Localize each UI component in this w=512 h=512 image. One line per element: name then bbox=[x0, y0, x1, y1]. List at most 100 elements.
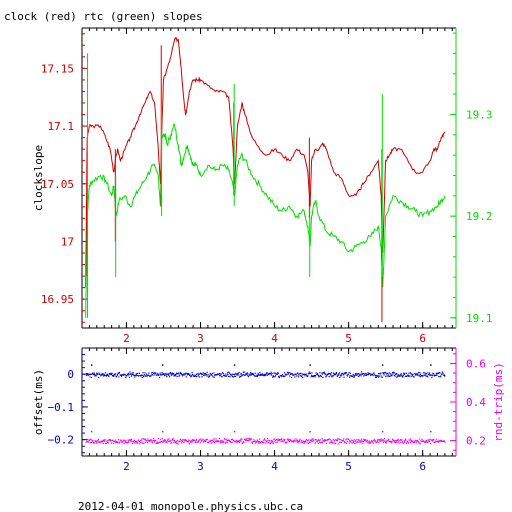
scatter-point-rnd-trip bbox=[117, 441, 119, 443]
scatter-point-rnd-trip bbox=[166, 442, 168, 444]
scatter-point-rnd-trip bbox=[227, 439, 229, 441]
scatter-point-offset bbox=[380, 375, 382, 377]
scatter-point-rnd-trip bbox=[140, 440, 142, 442]
scatter-point-rnd-trip bbox=[236, 441, 238, 443]
scatter-point-offset bbox=[99, 373, 101, 376]
scatter-point-offset bbox=[161, 374, 163, 376]
scatter-point-offset bbox=[103, 373, 105, 375]
scatter-point-rnd-trip bbox=[212, 441, 214, 443]
scatter-point-offset bbox=[262, 374, 264, 376]
scatter-point-offset bbox=[264, 374, 266, 376]
scatter-point-offset bbox=[375, 376, 378, 378]
scatter-point-rnd-trip bbox=[98, 438, 100, 441]
scatter-point-rnd-trip bbox=[105, 442, 107, 444]
scatter-point-rnd-trip bbox=[178, 440, 180, 442]
scatter-point-offset bbox=[231, 374, 233, 376]
scatter-point-offset bbox=[202, 372, 204, 374]
scatter-point-offset bbox=[362, 373, 364, 375]
scatter-point-rnd-trip bbox=[139, 441, 141, 444]
scatter-point-offset bbox=[209, 376, 211, 378]
scatter-point-offset bbox=[352, 374, 354, 376]
scatter-point-rnd-trip bbox=[344, 441, 346, 443]
scatter-point-offset bbox=[206, 375, 208, 377]
scatter-point-rnd-trip bbox=[423, 440, 425, 442]
scatter-point-offset bbox=[330, 374, 332, 376]
scatter-point-offset bbox=[240, 372, 242, 375]
scatter-point-rnd-trip bbox=[279, 439, 281, 441]
scatter-point-offset bbox=[349, 376, 351, 378]
scatter-point-rnd-trip bbox=[150, 438, 152, 441]
scatter-point-offset bbox=[105, 375, 107, 377]
scatter-point-rnd-trip bbox=[240, 440, 242, 442]
scatter-point-rnd-trip bbox=[376, 441, 378, 444]
scatter-point-offset bbox=[203, 373, 206, 375]
scatter-point-offset bbox=[411, 374, 413, 376]
scatter-point-rnd-trip bbox=[141, 438, 143, 440]
scatter-point-rnd-trip bbox=[383, 438, 385, 440]
scatter-point-offset bbox=[340, 375, 342, 377]
scatter-point-offset bbox=[317, 373, 319, 375]
scatter-point-offset bbox=[279, 375, 281, 377]
scatter-point-offset bbox=[251, 373, 253, 375]
scatter-point-rnd-trip bbox=[381, 440, 383, 442]
scatter-point-offset bbox=[400, 373, 402, 375]
scatter-point-offset bbox=[297, 374, 299, 376]
scatter-point-rnd-trip bbox=[414, 441, 416, 443]
scatter-point-rnd-trip bbox=[444, 441, 446, 443]
scatter-point-rnd-trip bbox=[106, 441, 109, 444]
scatter-point-offset bbox=[91, 373, 93, 375]
scatter-point-rnd-trip bbox=[271, 440, 274, 442]
scatter-point-offset bbox=[441, 373, 443, 375]
scatter-point-rnd-trip bbox=[179, 440, 181, 443]
scatter-point-offset bbox=[244, 374, 246, 377]
scatter-point-offset bbox=[321, 373, 323, 375]
scatter-point-rnd-trip bbox=[337, 443, 339, 445]
scatter-point-rnd-trip bbox=[265, 439, 267, 441]
scatter-point-rnd-trip bbox=[328, 438, 330, 440]
scatter-point-rnd-trip bbox=[414, 440, 416, 442]
scatter-point-offset bbox=[259, 373, 261, 375]
scatter-point-offset bbox=[153, 374, 155, 376]
scatter-point-rnd-trip bbox=[88, 440, 90, 442]
scatter-point-rnd-trip bbox=[104, 439, 106, 441]
scatter-point-rnd-trip bbox=[297, 442, 299, 444]
scatter-point-offset bbox=[218, 373, 220, 375]
x-tick-label: 3 bbox=[197, 332, 204, 345]
scatter-point-rnd-trip bbox=[323, 440, 325, 442]
scatter-point-offset bbox=[291, 377, 293, 379]
scatter-point-offset bbox=[173, 374, 175, 376]
scatter-point-offset bbox=[310, 376, 312, 378]
scatter-point-rnd-trip bbox=[378, 441, 380, 444]
scatter-point-offset bbox=[211, 372, 213, 375]
scatter-point-rnd-trip bbox=[294, 440, 296, 442]
scatter-point-rnd-trip bbox=[89, 442, 91, 444]
scatter-point-rnd-trip bbox=[117, 439, 120, 441]
scatter-point-rnd-trip bbox=[268, 442, 270, 444]
scatter-point-offset bbox=[103, 375, 105, 377]
scatter-point-offset bbox=[272, 375, 274, 377]
y2-tick-label: 19.2 bbox=[466, 210, 493, 223]
scatter-point-offset bbox=[333, 373, 335, 375]
scatter-point-offset bbox=[332, 372, 334, 374]
scatter-point-offset bbox=[314, 376, 316, 378]
scatter-point-offset bbox=[411, 375, 413, 378]
scatter-point-rnd-trip bbox=[177, 443, 179, 445]
x-tick-label: 5 bbox=[345, 332, 352, 345]
scatter-point-rnd-trip bbox=[331, 442, 333, 444]
scatter-point-offset bbox=[167, 374, 169, 376]
scatter-point-offset bbox=[125, 375, 127, 377]
scatter-point-rnd-trip bbox=[151, 441, 153, 443]
scatter-point-rnd-trip bbox=[270, 441, 272, 443]
scatter-point-rnd-trip bbox=[382, 441, 384, 443]
scatter-point-offset bbox=[367, 372, 369, 374]
scatter-point-offset bbox=[144, 372, 146, 374]
scatter-point-offset bbox=[107, 374, 109, 376]
scatter-point-offset bbox=[166, 376, 168, 378]
scatter-point-offset bbox=[425, 373, 428, 375]
top-chart-title: clock (red) rtc (green) slopes bbox=[4, 10, 203, 23]
scatter-point-rnd-trip bbox=[278, 439, 280, 441]
scatter-point-rnd-trip bbox=[209, 439, 212, 441]
scatter-point-offset bbox=[179, 374, 181, 376]
scatter-point-offset bbox=[225, 373, 227, 375]
scatter-point-rnd-trip bbox=[199, 442, 201, 444]
